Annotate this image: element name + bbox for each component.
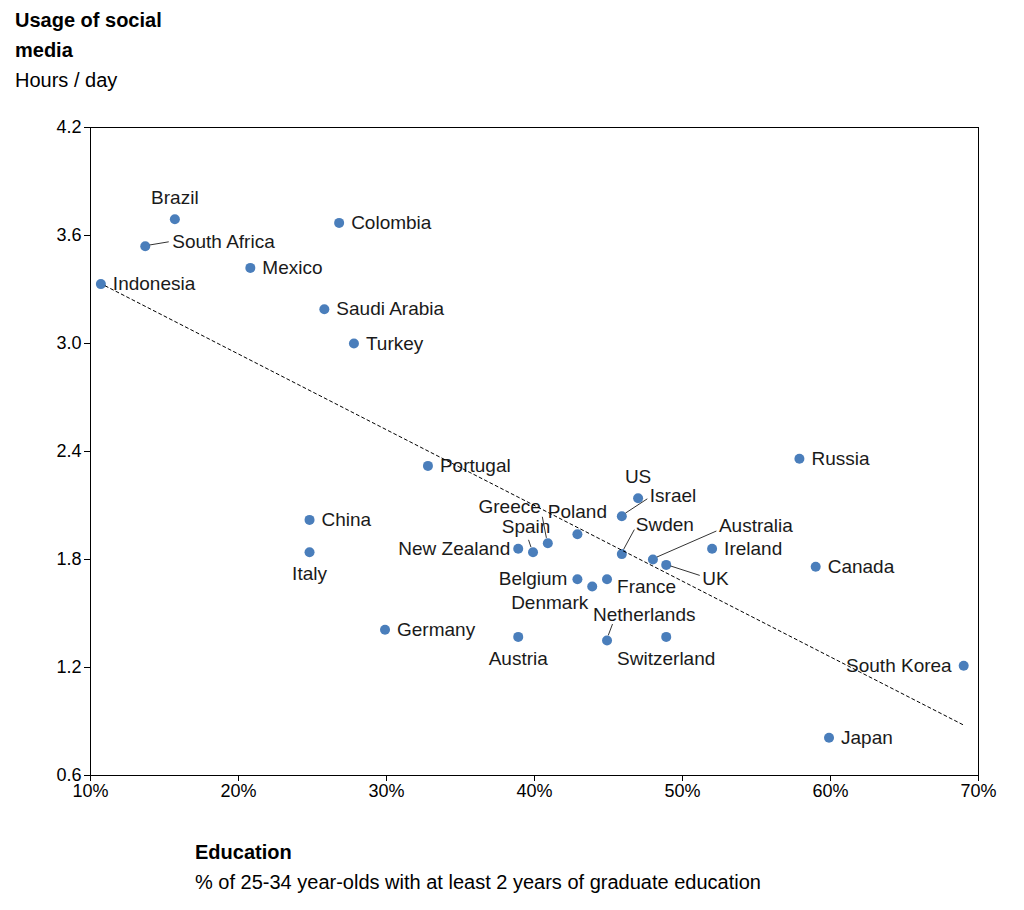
svg-text:Canada: Canada	[828, 556, 895, 577]
svg-text:40%: 40%	[516, 781, 552, 801]
svg-text:Colombia: Colombia	[351, 212, 432, 233]
svg-text:Austria: Austria	[489, 648, 549, 669]
svg-text:US: US	[625, 466, 651, 487]
svg-text:Japan: Japan	[841, 727, 893, 748]
svg-text:50%: 50%	[664, 781, 700, 801]
svg-text:Italy: Italy	[292, 563, 327, 584]
svg-text:Swden: Swden	[636, 514, 694, 535]
svg-text:Greece: Greece	[479, 496, 541, 517]
svg-text:China: China	[322, 509, 372, 530]
svg-text:1.2: 1.2	[56, 657, 81, 677]
html-text:Hours / day: Hours / day	[15, 69, 118, 91]
svg-text:Israel: Israel	[650, 485, 696, 506]
html-text:Usage of social media: Usage of social media	[15, 9, 162, 61]
svg-text:4.2: 4.2	[56, 117, 81, 137]
html-text:Education: Education	[195, 841, 292, 863]
svg-text:Australia: Australia	[719, 515, 793, 536]
svg-text:3.0: 3.0	[56, 333, 81, 353]
svg-text:Germany: Germany	[397, 619, 476, 640]
svg-text:Spain: Spain	[502, 516, 551, 537]
svg-text:0.6: 0.6	[56, 765, 82, 786]
svg-text:Indonesia: Indonesia	[113, 273, 196, 294]
svg-text:20%: 20%	[220, 781, 256, 801]
html-text:% of 25-34 year-olds with at l: % of 25-34 year-olds with at least 2 yea…	[195, 871, 761, 893]
svg-text:10%: 10%	[72, 781, 108, 801]
svg-text:New Zealand: New Zealand	[398, 538, 510, 559]
svg-text:30%: 30%	[368, 781, 404, 801]
svg-text:South Africa: South Africa	[172, 231, 275, 252]
svg-text:Ireland: Ireland	[724, 538, 782, 559]
svg-text:France: France	[617, 576, 676, 597]
svg-text:Russia: Russia	[811, 448, 870, 469]
svg-text:Denmark: Denmark	[511, 592, 589, 613]
svg-text:3.6: 3.6	[56, 225, 81, 245]
svg-text:1.8: 1.8	[56, 549, 81, 569]
svg-text:Portugal: Portugal	[440, 455, 511, 476]
svg-text:Switzerland: Switzerland	[617, 648, 715, 669]
svg-text:70%: 70%	[960, 781, 996, 801]
svg-text:2.4: 2.4	[56, 441, 81, 461]
svg-text:UK: UK	[702, 568, 729, 589]
svg-text:South Korea: South Korea	[846, 655, 952, 676]
svg-text:Saudi Arabia: Saudi Arabia	[336, 298, 444, 319]
svg-text:Netherlands: Netherlands	[593, 604, 695, 625]
svg-text:Belgium: Belgium	[499, 568, 568, 589]
svg-text:Mexico: Mexico	[262, 257, 322, 278]
svg-text:Brazil: Brazil	[151, 187, 199, 208]
svg-text:Turkey: Turkey	[366, 333, 424, 354]
svg-text:60%: 60%	[812, 781, 848, 801]
svg-text:Poland: Poland	[548, 501, 607, 522]
